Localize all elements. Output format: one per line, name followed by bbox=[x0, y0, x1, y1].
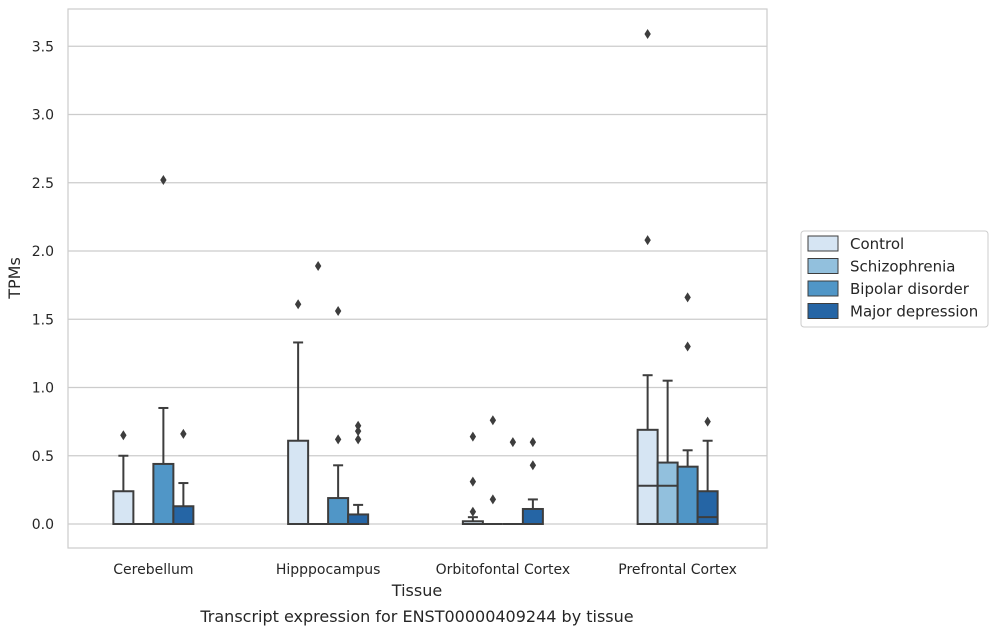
legend-items: Control Schizophrenia Bipolar disorder Majo… bbox=[807, 235, 978, 321]
y-tick-label: 2.0 bbox=[32, 244, 54, 260]
x-tick-label: Orbitofontal Cortex bbox=[436, 562, 571, 578]
outlier-point bbox=[684, 341, 691, 352]
outlier-point bbox=[294, 299, 302, 310]
y-axis-label: TPMs bbox=[5, 257, 24, 300]
box-body bbox=[172, 505, 195, 526]
box-bipolar-disorder bbox=[152, 175, 175, 526]
box-major-depression bbox=[347, 420, 370, 526]
outlier-point bbox=[684, 292, 691, 303]
box-body bbox=[656, 461, 679, 526]
y-tick-label: 0.5 bbox=[32, 449, 54, 465]
outlier-point bbox=[489, 415, 497, 426]
x-axis-label: Tissue bbox=[391, 581, 442, 600]
outlier-point bbox=[644, 235, 651, 246]
y-tick-label: 3.5 bbox=[32, 39, 54, 55]
y-tick-label: 3.0 bbox=[32, 108, 54, 124]
outlier-point bbox=[469, 431, 477, 442]
x-tick-label: Cerebellum bbox=[113, 562, 193, 578]
y-tick-label: 1.0 bbox=[32, 381, 54, 397]
box-control bbox=[636, 28, 659, 525]
outlier-point bbox=[334, 434, 342, 445]
outlier-point bbox=[160, 175, 167, 186]
legend-frame bbox=[800, 230, 989, 328]
outlier-point bbox=[180, 428, 187, 439]
y-tick-labels: 0.0 0.5 1.0 1.5 2.0 2.5 3.0 3.5 bbox=[32, 39, 54, 533]
box-body bbox=[696, 490, 719, 525]
legend-label: Bipolar disorder bbox=[850, 280, 970, 298]
legend-label: Schizophrenia bbox=[850, 258, 955, 276]
box-body bbox=[676, 465, 699, 526]
x-tick-label: Prefrontal Cortex bbox=[618, 562, 737, 578]
box-schizophrenia bbox=[308, 261, 329, 525]
box-major-depression bbox=[521, 437, 544, 525]
y-tick-label: 1.5 bbox=[32, 312, 54, 328]
box-control bbox=[287, 299, 310, 525]
box-body bbox=[112, 490, 135, 525]
box-bipolar-disorder bbox=[327, 306, 350, 526]
gridlines bbox=[68, 45, 767, 525]
legend-swatch bbox=[807, 258, 839, 274]
outlier-point bbox=[354, 420, 362, 431]
x-tick-labels: Cerebellum Hipppocampus Orbitofontal Corte… bbox=[113, 562, 737, 578]
outlier-point bbox=[489, 494, 497, 505]
box-body bbox=[287, 439, 310, 525]
box-major-depression bbox=[696, 416, 719, 525]
box-control bbox=[112, 430, 135, 525]
figure-caption: Transcript expression for ENST0000040924… bbox=[199, 607, 633, 626]
box-bipolar-disorder bbox=[676, 292, 699, 526]
legend-label: Control bbox=[850, 235, 904, 253]
outlier-point bbox=[644, 28, 651, 39]
x-tick-label: Hipppocampus bbox=[276, 562, 381, 578]
outlier-point bbox=[529, 460, 537, 471]
plot-area-frame bbox=[67, 8, 768, 549]
y-tick-label: 2.5 bbox=[32, 176, 54, 192]
legend-swatch bbox=[807, 235, 839, 252]
boxes bbox=[112, 28, 719, 526]
outlier-point bbox=[469, 476, 477, 487]
box-body bbox=[347, 513, 370, 526]
outlier-point bbox=[704, 416, 711, 427]
outlier-point bbox=[120, 430, 127, 441]
box-major-depression bbox=[172, 428, 195, 526]
outlier-point bbox=[529, 437, 537, 448]
box-body bbox=[152, 462, 175, 526]
outlier-point bbox=[334, 306, 342, 317]
box-schizophrenia bbox=[656, 379, 679, 526]
outlier-point bbox=[314, 261, 322, 272]
legend: Control Schizophrenia Bipolar disorder Majo… bbox=[800, 230, 989, 328]
box-body bbox=[327, 497, 350, 526]
box-schizophrenia bbox=[482, 415, 503, 525]
box-bipolar-disorder bbox=[502, 437, 523, 525]
box-control bbox=[461, 431, 484, 526]
y-tick-label: 0.0 bbox=[32, 517, 54, 533]
outlier-point bbox=[469, 506, 477, 517]
box-body bbox=[521, 507, 544, 525]
box-body bbox=[636, 428, 659, 525]
outlier-point bbox=[509, 437, 517, 448]
outlier-point bbox=[354, 426, 362, 437]
legend-swatch bbox=[807, 303, 839, 319]
outlier-point bbox=[354, 434, 362, 445]
legend-swatch bbox=[807, 280, 839, 297]
legend-label: Major depression bbox=[850, 303, 978, 321]
